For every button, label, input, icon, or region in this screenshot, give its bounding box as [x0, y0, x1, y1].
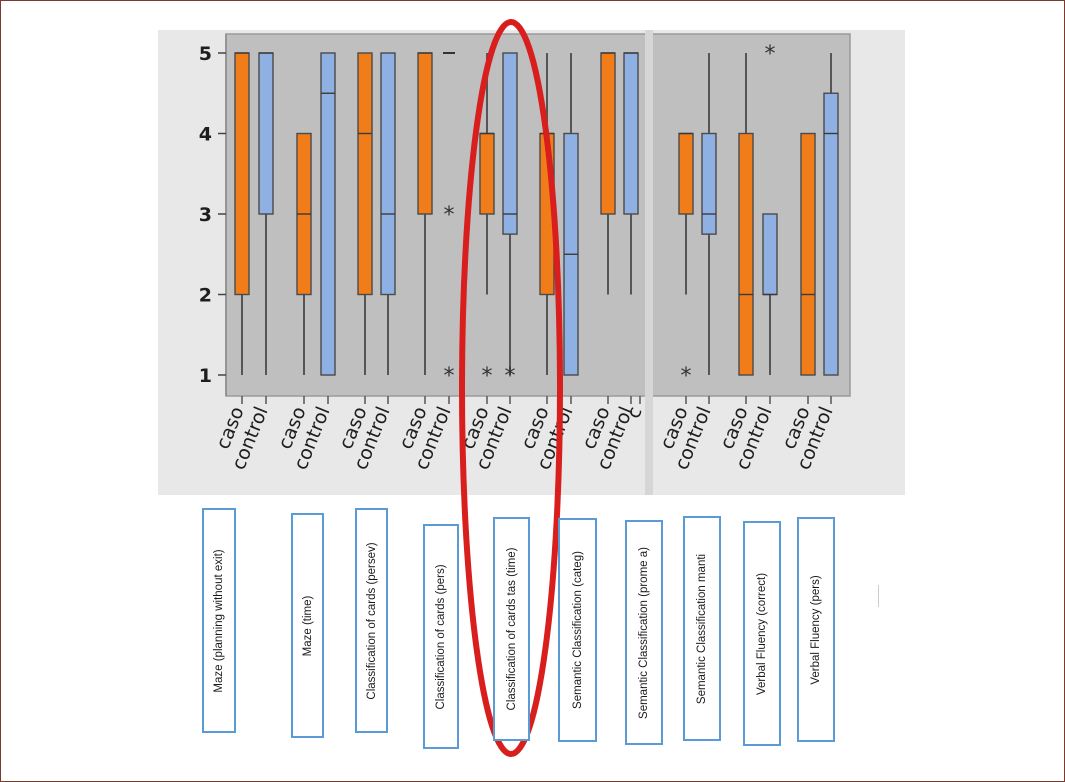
box-caso — [296, 132, 312, 375]
box-control — [701, 53, 717, 375]
category-label: Classification of cards (pers) — [435, 563, 447, 710]
y-axis-ticks: 1 2 3 4 5 — [199, 43, 226, 387]
box-caso: * — [678, 132, 694, 389]
box-caso — [800, 132, 816, 376]
box-iqr — [701, 132, 717, 235]
category-label: Maze (planning without exit) — [213, 548, 225, 693]
category-label-box: Classification of cards tas (time) — [493, 517, 530, 741]
box-iqr — [417, 52, 433, 215]
y-tick-label: 5 — [199, 43, 212, 65]
box-caso — [417, 52, 433, 375]
outlier-marker: * — [482, 364, 493, 389]
category-label-box: Semantic Classification manti — [683, 516, 721, 741]
box-iqr — [800, 132, 816, 376]
box-control — [258, 52, 274, 375]
outlier-marker: * — [444, 203, 455, 228]
box-iqr — [320, 52, 336, 376]
box-iqr — [623, 52, 639, 215]
category-label-box: Classification of cards (persev) — [355, 508, 388, 733]
box-caso — [738, 53, 754, 376]
box-control — [380, 52, 396, 375]
separator-line — [878, 585, 879, 607]
y-tick-label: 2 — [199, 285, 212, 307]
category-label-box: Verbal Fluency (pers) — [797, 517, 835, 742]
box-iqr — [502, 52, 518, 235]
category-label: Verbal Fluency (pers) — [810, 574, 822, 685]
y-tick-label: 3 — [199, 204, 212, 226]
outlier-marker: * — [681, 364, 692, 389]
panel-divider — [645, 30, 653, 495]
category-label-box: Verbal Fluency (correct) — [743, 521, 781, 746]
box-control — [563, 53, 579, 376]
box-caso — [600, 52, 616, 295]
category-label: Semantic Classification manti — [696, 553, 708, 704]
box-iqr — [762, 213, 778, 296]
box-iqr — [738, 132, 754, 376]
category-label-box: Maze (planning without exit) — [202, 508, 236, 733]
box-series: * *** ** — [234, 42, 839, 389]
box-control — [623, 52, 639, 295]
box-iqr — [678, 132, 694, 215]
outlier-marker: * — [444, 364, 455, 389]
box-control: * — [762, 42, 778, 375]
category-label: Classification of cards tas (time) — [505, 547, 518, 711]
box-control: * — [502, 52, 518, 389]
box-caso — [357, 52, 373, 375]
y-tick-label: 4 — [199, 124, 212, 146]
y-tick-label: 1 — [199, 365, 212, 387]
box-iqr — [823, 92, 839, 376]
box-caso: * — [479, 53, 495, 389]
highlight-ellipse — [459, 19, 563, 757]
category-label-box: Classification of cards (pers) — [423, 524, 459, 749]
box-caso — [234, 52, 250, 375]
box-iqr — [380, 52, 396, 296]
box-control: ** — [443, 52, 455, 389]
category-label: Maze (time) — [301, 595, 314, 656]
box-iqr — [600, 52, 616, 215]
category-label-box: Maze (time) — [291, 513, 324, 738]
box-iqr — [479, 132, 495, 215]
box-control — [320, 52, 336, 376]
category-label: Classification of cards (persev) — [365, 541, 378, 700]
outlier-marker: * — [765, 42, 776, 67]
box-control — [823, 53, 839, 376]
box-iqr — [258, 52, 274, 215]
category-label-box: Semantic Classification (prome a) — [625, 520, 663, 745]
category-label-box: Semantic Classification (categ) — [558, 518, 597, 742]
category-label: Verbal Fluency (correct) — [756, 572, 768, 695]
outlier-marker: * — [505, 364, 516, 389]
box-iqr — [357, 52, 373, 296]
box-iqr — [234, 52, 250, 296]
category-label: Semantic Classification (prome a) — [638, 546, 650, 719]
category-label: Semantic Classification (categ) — [571, 551, 584, 709]
